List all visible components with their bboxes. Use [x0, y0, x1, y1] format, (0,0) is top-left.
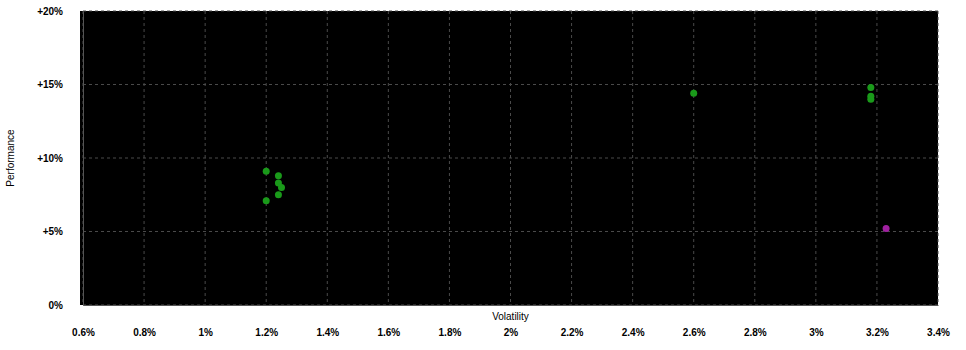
- tick-label: +5%: [43, 226, 63, 237]
- tick: 0.8%: [133, 305, 156, 338]
- tick: +10%: [37, 153, 83, 164]
- tick-label: 3%: [809, 327, 824, 338]
- tick-label: +20%: [37, 6, 63, 17]
- tick: 3%: [809, 305, 824, 338]
- tick-label: +10%: [37, 153, 63, 164]
- tick-label: 1%: [198, 327, 213, 338]
- tick-label: +15%: [37, 79, 63, 90]
- grid-line: [693, 11, 694, 305]
- tick-label: 2.4%: [622, 327, 645, 338]
- tick: 2.8%: [744, 305, 767, 338]
- tick-label: 3.2%: [866, 327, 889, 338]
- tick: 1.2%: [255, 305, 278, 338]
- y-axis-title: Performance: [5, 129, 16, 187]
- grid-line: [83, 231, 938, 232]
- tick-label: 0%: [49, 300, 64, 311]
- tick: 0.6%: [72, 305, 95, 338]
- tick-label: 1.4%: [316, 327, 339, 338]
- tick: +20%: [37, 6, 83, 17]
- tick: 3.2%: [866, 305, 889, 338]
- tick: +5%: [43, 226, 83, 237]
- tick: 3.4%: [927, 305, 950, 338]
- chart: 0.6% 0.8% 1% 1.2% 1.4% 1.6% 1.8% 2% 2.2% 2.4% 2.6%…: [0, 0, 966, 350]
- grid-line: [632, 11, 633, 305]
- axis-line: [83, 12, 84, 306]
- tick: 1.8%: [439, 305, 462, 338]
- tick: 1.4%: [316, 305, 339, 338]
- plot-area: [263, 84, 890, 232]
- tick: 2.6%: [683, 305, 706, 338]
- grid-line: [83, 305, 938, 306]
- tick: +15%: [37, 79, 83, 90]
- grid: [83, 11, 938, 305]
- point: [867, 84, 874, 91]
- tick-label: 1.8%: [439, 327, 462, 338]
- tick-label: 3.4%: [927, 327, 950, 338]
- grid-line: [327, 11, 328, 305]
- grid-line: [83, 158, 938, 159]
- tick: 1.6%: [377, 305, 400, 338]
- point: [690, 90, 697, 97]
- grid-line: [388, 11, 389, 305]
- tick: 2.2%: [561, 305, 584, 338]
- tick: 1%: [198, 305, 213, 338]
- tick-label: 0.6%: [72, 327, 95, 338]
- plot-background: [80, 11, 938, 305]
- point: [278, 184, 285, 191]
- grid-line: [83, 84, 938, 85]
- tick-label: 1.2%: [255, 327, 278, 338]
- point: [275, 191, 282, 198]
- x-axis-title: Volatility: [492, 311, 529, 322]
- grid-line: [83, 11, 84, 305]
- tick-label: 1.6%: [377, 327, 400, 338]
- tick-label: 2%: [504, 327, 519, 338]
- axis-line: [84, 305, 939, 306]
- grid-line: [83, 11, 938, 12]
- tick-label: 0.8%: [133, 327, 156, 338]
- y-axis: 0% +5% +10% +15% +20%: [37, 6, 83, 311]
- tick-label: 2.8%: [744, 327, 767, 338]
- tick: 2.4%: [622, 305, 645, 338]
- point: [263, 168, 270, 175]
- x-axis: 0.6% 0.8% 1% 1.2% 1.4% 1.6% 1.8% 2% 2.2% 2.4% 2.6%…: [72, 305, 950, 338]
- point: [275, 172, 282, 179]
- point: [263, 197, 270, 204]
- point: [883, 225, 890, 232]
- tick-label: 2.2%: [561, 327, 584, 338]
- point: [867, 96, 874, 103]
- tick: 0%: [49, 300, 83, 311]
- tick-label: 2.6%: [683, 327, 706, 338]
